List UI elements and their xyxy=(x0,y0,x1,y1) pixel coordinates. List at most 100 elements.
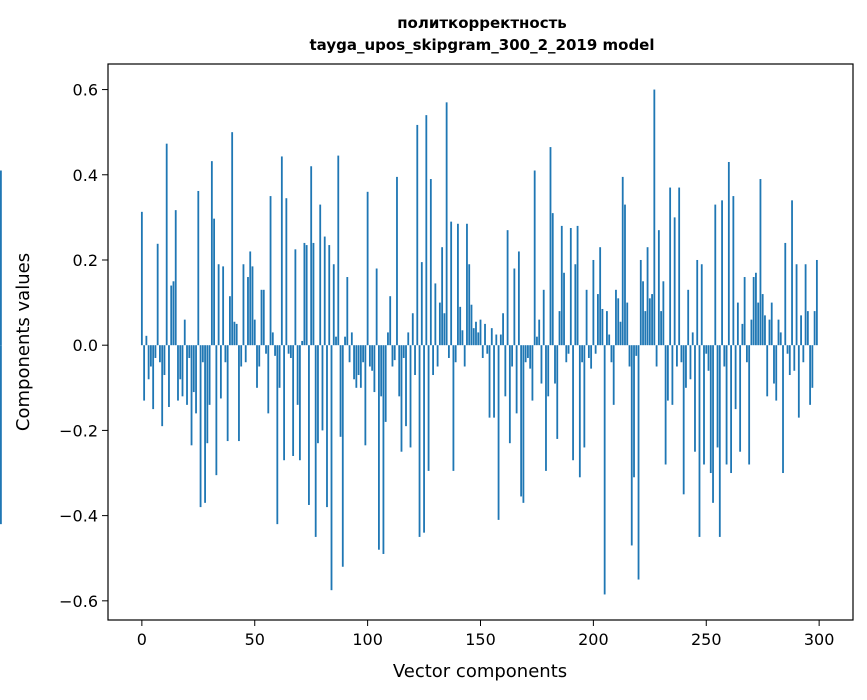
bar-284 xyxy=(782,345,784,474)
bar-1 xyxy=(143,345,146,401)
bar-10 xyxy=(163,345,166,376)
bar-162 xyxy=(506,230,509,346)
plot-frame xyxy=(107,63,854,621)
bar-99 xyxy=(364,345,367,446)
bar-48 xyxy=(249,251,252,346)
bar-224 xyxy=(646,247,649,346)
bar-109 xyxy=(387,332,389,346)
bar-176 xyxy=(538,319,541,346)
bar-61 xyxy=(278,345,281,388)
bar-90 xyxy=(344,336,346,346)
bar-283 xyxy=(779,332,782,346)
bar-82 xyxy=(326,345,328,508)
bar-256 xyxy=(718,345,721,537)
bar-19 xyxy=(183,319,186,346)
bar-130 xyxy=(434,283,437,346)
bar-278 xyxy=(768,319,771,346)
y-tick-label: 0.0 xyxy=(73,336,98,355)
bar-71 xyxy=(301,340,304,346)
bar-0 xyxy=(140,211,143,346)
bar-222 xyxy=(642,281,644,346)
bar-23 xyxy=(192,345,195,393)
bar-269 xyxy=(748,345,751,465)
bar-6 xyxy=(154,345,157,358)
bar-189 xyxy=(567,345,570,354)
bar-11 xyxy=(165,143,168,346)
bar-198 xyxy=(587,345,590,358)
bar-179 xyxy=(545,345,547,471)
bar-94 xyxy=(353,345,355,380)
bar-14 xyxy=(172,281,175,346)
bar-201 xyxy=(594,345,597,354)
bar-279 xyxy=(770,302,773,346)
bar-112 xyxy=(393,345,396,361)
bar-63 xyxy=(283,345,285,461)
bar-66 xyxy=(289,345,292,358)
bar-173 xyxy=(531,345,534,401)
bar-157 xyxy=(495,334,498,346)
bar-83 xyxy=(328,245,331,346)
bar-78 xyxy=(317,345,319,444)
bar-57 xyxy=(269,196,272,346)
bar-52 xyxy=(258,345,261,367)
bar-20 xyxy=(186,345,188,405)
bar-64 xyxy=(285,198,288,346)
bar-31 xyxy=(210,161,213,346)
bar-38 xyxy=(226,345,229,442)
x-tick-label: 0 xyxy=(137,630,147,649)
bar-164 xyxy=(511,345,514,367)
bar-154 xyxy=(488,345,491,418)
y-tick-label: 0.6 xyxy=(73,81,98,100)
bar-225 xyxy=(648,298,651,346)
bar-226 xyxy=(651,294,653,346)
bar-4 xyxy=(149,345,152,367)
bar-113 xyxy=(396,176,398,346)
x-tick-label: 200 xyxy=(578,630,609,649)
bar-140 xyxy=(457,223,459,346)
bar-134 xyxy=(443,313,446,346)
bar-211 xyxy=(617,298,620,346)
bar-79 xyxy=(319,204,322,346)
bar-161 xyxy=(504,345,507,397)
y-tick-label: 0.2 xyxy=(73,251,98,270)
bar-30 xyxy=(208,345,211,405)
x-tick-label: 150 xyxy=(465,630,496,649)
bar-273 xyxy=(757,302,760,346)
bar-184 xyxy=(556,345,559,439)
bar-245 xyxy=(694,345,696,452)
bar-286 xyxy=(786,345,789,354)
bar-210 xyxy=(615,289,617,346)
bar-171 xyxy=(527,345,529,358)
bar-100 xyxy=(366,191,369,346)
bar-149 xyxy=(477,332,480,346)
bar-293 xyxy=(802,345,805,363)
bar-156 xyxy=(493,345,495,418)
bar-236 xyxy=(673,217,676,346)
bar-215 xyxy=(626,302,629,346)
bar-97 xyxy=(359,345,362,388)
bar-59 xyxy=(274,345,276,356)
bar-186 xyxy=(560,225,563,346)
bar-213 xyxy=(621,176,624,346)
bar-34 xyxy=(217,264,220,346)
bar-56 xyxy=(267,345,270,414)
bar-258 xyxy=(723,345,726,367)
bar-254 xyxy=(714,204,717,346)
bar-159 xyxy=(499,334,502,346)
bar-295 xyxy=(806,311,809,346)
bar-115 xyxy=(400,345,403,452)
bar-174 xyxy=(533,170,536,346)
bar-272 xyxy=(755,272,757,346)
y-tick-label: 0.4 xyxy=(73,166,98,185)
bar-49 xyxy=(251,266,254,346)
bar-86 xyxy=(335,336,337,346)
bar-43 xyxy=(238,345,240,442)
bar-9 xyxy=(161,345,164,427)
bar-298 xyxy=(813,311,816,346)
bar-280 xyxy=(773,345,775,384)
bar-138 xyxy=(452,345,455,471)
bar-145 xyxy=(468,264,471,346)
bar-205 xyxy=(603,345,606,595)
bar-15 xyxy=(174,210,177,346)
bar-180 xyxy=(547,345,550,397)
